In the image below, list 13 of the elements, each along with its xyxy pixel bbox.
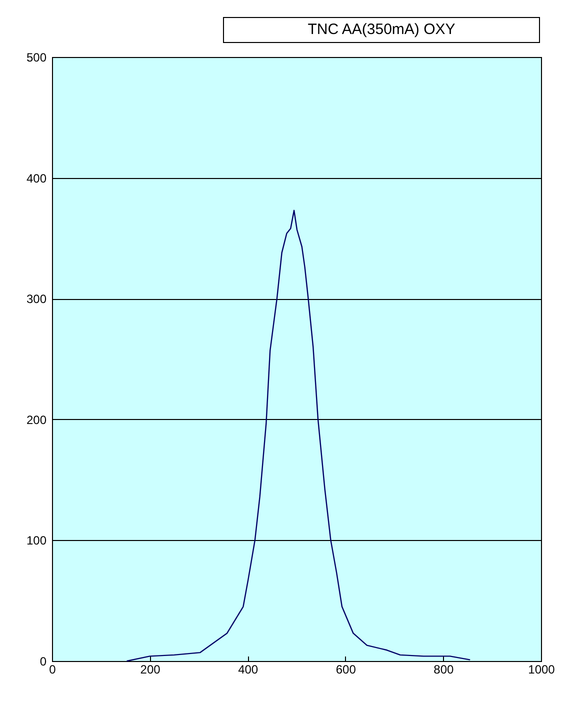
x-tick-label: 400	[238, 662, 258, 676]
y-tick-label: 500	[26, 50, 47, 64]
y-tick-label: 300	[26, 292, 47, 306]
x-tick-label: 200	[140, 662, 161, 676]
line-series	[126, 210, 471, 662]
x-tick-label: 0	[49, 662, 56, 676]
x-tick-label: 600	[336, 662, 356, 676]
chart-title: TNC AA(350mA) OXY	[223, 17, 540, 43]
y-tick-label: 100	[26, 534, 47, 548]
y-tick-label: 400	[26, 171, 47, 186]
y-tick-label: 200	[26, 412, 47, 427]
x-tick-label: 800	[434, 662, 454, 676]
x-tick-label: 1000	[528, 662, 556, 676]
